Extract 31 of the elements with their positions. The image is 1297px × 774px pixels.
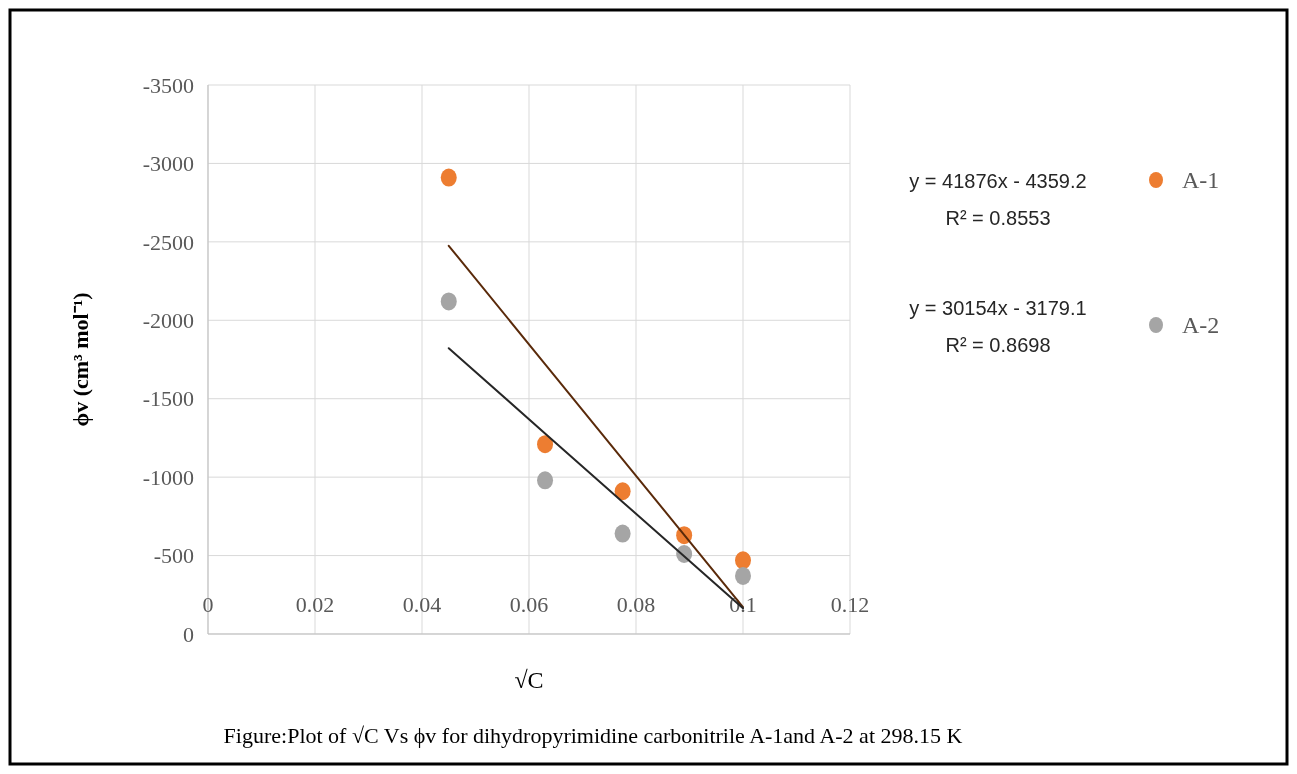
y-axis-title: ϕv (cm³ mol⁻¹) xyxy=(68,292,93,427)
x-tick-label: 0.02 xyxy=(295,592,335,617)
y-tick-label: -500 xyxy=(153,543,194,569)
x-axis-title: √C xyxy=(514,667,544,693)
legend-label: A-2 xyxy=(1182,312,1220,339)
x-tick-label: 0 xyxy=(202,592,214,617)
text: y = 30154x - 3179.1 xyxy=(909,297,1087,319)
text: Figure:Plot of √C Vs ϕv for dihydropyrimidine carbonitrile A-1and A-2 at 298.15 K xyxy=(223,723,963,748)
y-tick-label: -3000 xyxy=(142,151,194,177)
point xyxy=(614,482,631,501)
text: R² = 0.8553 xyxy=(945,207,1051,229)
point xyxy=(440,292,457,311)
point xyxy=(537,435,554,454)
text: y = 41876x - 4359.2 xyxy=(909,170,1087,192)
x-tick-label: 0.08 xyxy=(616,592,656,617)
legend-label: A-1 xyxy=(1182,167,1220,194)
text: R² = 0.8698 xyxy=(945,334,1051,356)
y-tick-label: -1500 xyxy=(142,386,194,412)
point xyxy=(735,566,751,585)
y-tick-label: 0 xyxy=(183,621,194,647)
x-tick-label: 0.06 xyxy=(509,592,549,617)
y-tick-label: -1000 xyxy=(142,464,194,490)
point xyxy=(440,168,457,187)
point xyxy=(614,524,631,543)
y-tick-label: -3500 xyxy=(142,72,194,98)
x-tick-label: 0.12 xyxy=(830,592,870,617)
point xyxy=(537,471,554,490)
x-tick-label: 0.04 xyxy=(402,592,442,617)
point xyxy=(735,551,751,570)
y-tick-label: -2000 xyxy=(142,307,194,333)
y-tick-label: -2500 xyxy=(142,229,194,255)
